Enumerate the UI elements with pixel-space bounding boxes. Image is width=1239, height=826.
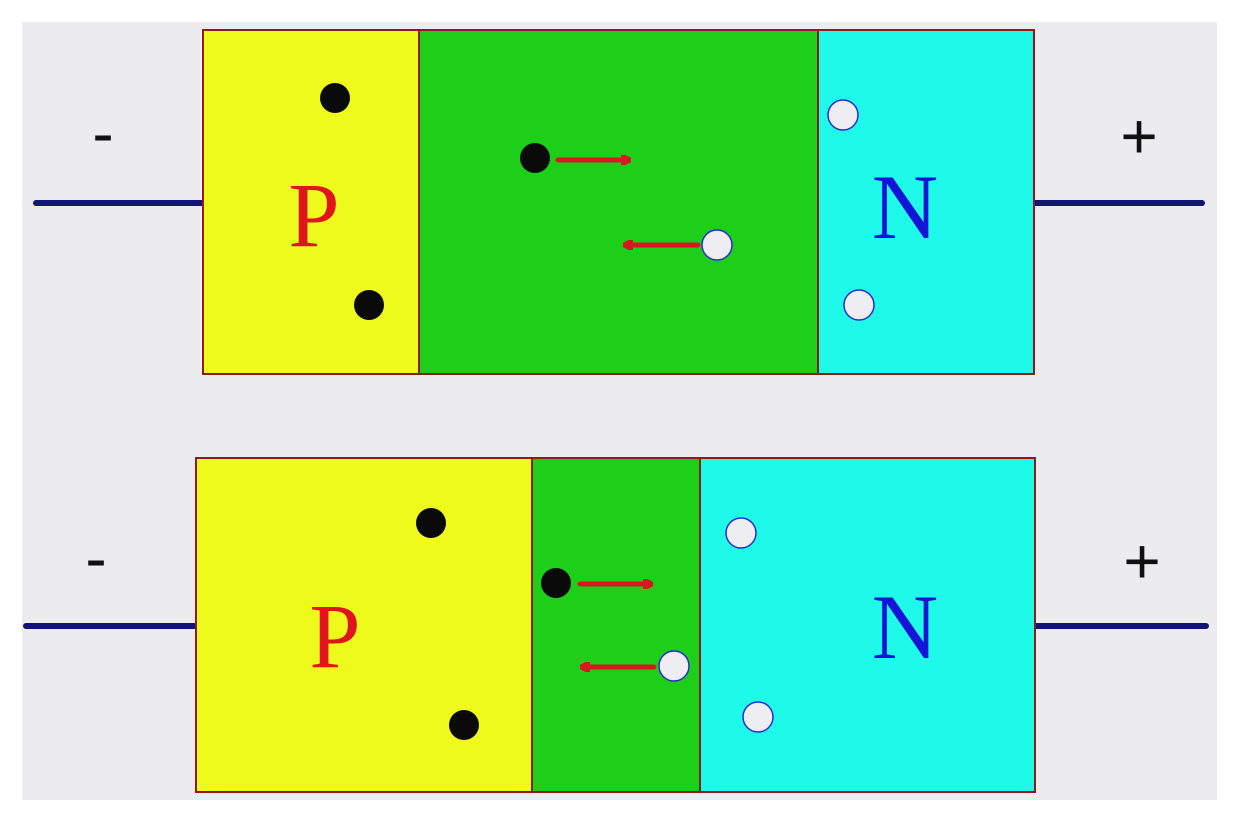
n-region-bottom xyxy=(699,457,1036,793)
electron-bottom-2 xyxy=(449,710,479,740)
n-label-top: N xyxy=(872,156,938,258)
depletion-region-bottom xyxy=(531,457,701,793)
hole-top-drift xyxy=(701,229,733,261)
hole-bottom-drift xyxy=(658,650,690,682)
electron-bottom-1 xyxy=(416,508,446,538)
p-label-bottom: P xyxy=(309,585,360,687)
electron-top-drift xyxy=(520,143,550,173)
electron-bottom-drift xyxy=(541,568,571,598)
hole-top-2 xyxy=(843,289,875,321)
negative-terminal-sign-bottom: - xyxy=(85,522,106,594)
diagram-bottom: P N - + xyxy=(23,457,1209,793)
p-region-top xyxy=(202,29,420,375)
electron-top-1 xyxy=(320,83,350,113)
positive-terminal-sign-top: + xyxy=(1120,100,1157,172)
depletion-region-top xyxy=(418,29,819,375)
hole-bottom-2 xyxy=(742,701,774,733)
positive-terminal-sign-bottom: + xyxy=(1123,525,1160,597)
p-label-top: P xyxy=(288,164,339,266)
negative-terminal-sign-top: - xyxy=(92,97,113,169)
n-label-bottom: N xyxy=(872,576,938,678)
hole-top-1 xyxy=(827,99,859,131)
electron-top-2 xyxy=(354,290,384,320)
hole-bottom-1 xyxy=(725,517,757,549)
p-region-bottom xyxy=(195,457,533,793)
diagram-top: P N - + xyxy=(33,29,1205,375)
